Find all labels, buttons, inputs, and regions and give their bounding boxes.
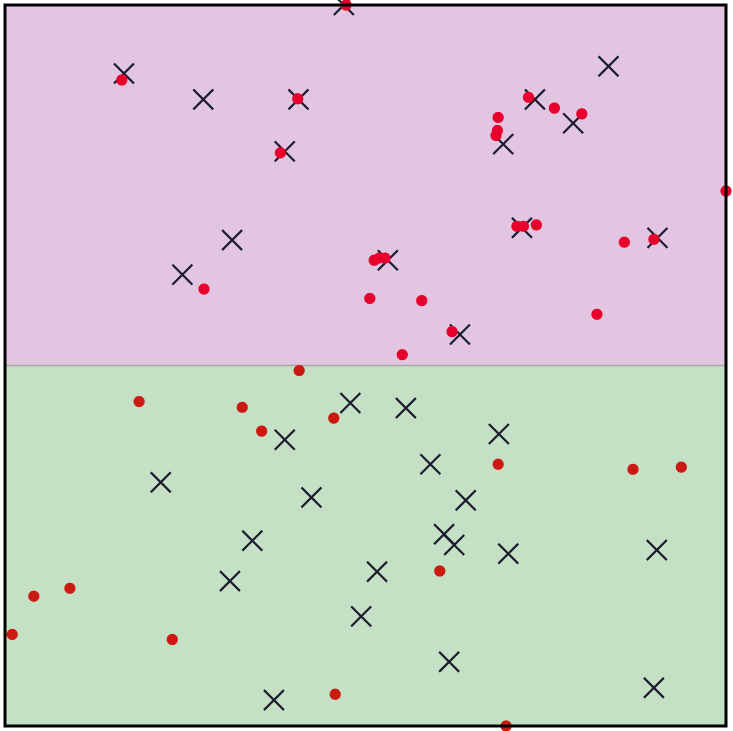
x-marker-point	[419, 453, 442, 476]
dot-marker-point	[492, 458, 504, 470]
dot-marker-point	[548, 102, 561, 114]
dot-marker-point	[490, 129, 502, 142]
x-marker-point	[454, 489, 477, 512]
dot-marker-point	[236, 401, 248, 413]
dot-marker-point	[274, 147, 287, 159]
dot-marker-point	[292, 93, 304, 105]
dot-marker-point	[256, 425, 268, 437]
x-marker-point	[366, 560, 388, 583]
series-2	[6, 364, 687, 731]
x-marker-point	[219, 570, 241, 592]
dot-marker-point	[627, 463, 639, 475]
dot-marker-point	[648, 233, 660, 245]
x-marker-point	[149, 471, 172, 494]
dot-marker-point	[328, 412, 340, 424]
dot-marker-point	[28, 590, 40, 602]
x-marker-point	[443, 534, 465, 556]
dot-marker-point	[576, 108, 588, 120]
dot-marker-point	[6, 628, 18, 641]
dot-marker-point	[591, 308, 603, 320]
dot-marker-point	[492, 111, 504, 124]
x-marker-point	[395, 397, 417, 419]
x-marker-point	[192, 88, 215, 111]
x-marker-point	[597, 55, 620, 78]
x-marker-point	[241, 529, 264, 552]
dot-marker-point	[530, 219, 542, 231]
dot-marker-point	[446, 326, 458, 338]
dot-marker-point	[517, 220, 529, 232]
x-marker-point	[438, 651, 460, 673]
dot-marker-point	[166, 633, 178, 646]
dot-marker-point	[133, 395, 145, 408]
x-marker-point	[263, 689, 285, 711]
region-0	[5, 5, 726, 366]
x-marker-point	[488, 423, 510, 445]
dot-marker-point	[675, 461, 687, 473]
dot-marker-point	[293, 364, 305, 377]
dot-marker-point	[329, 688, 341, 700]
x-marker-point	[497, 542, 520, 565]
plot-border	[3, 3, 728, 728]
x-marker-point	[646, 539, 668, 561]
dot-marker-point	[618, 236, 630, 248]
x-marker-point	[171, 263, 194, 286]
dot-marker-point	[198, 283, 210, 295]
x-marker-point	[643, 677, 665, 699]
x-marker-point	[221, 229, 243, 251]
dot-marker-point	[364, 292, 376, 305]
x-marker-point	[350, 605, 372, 628]
dot-marker-point	[522, 91, 535, 103]
x-marker-point	[273, 428, 296, 451]
dot-marker-point	[416, 295, 428, 307]
dot-marker-point	[379, 252, 391, 264]
dot-marker-point	[116, 74, 128, 86]
x-marker-point	[300, 486, 323, 509]
dot-marker-point	[64, 582, 76, 594]
dot-marker-point	[434, 565, 446, 577]
region-1	[5, 365, 726, 726]
x-marker-point	[339, 392, 362, 414]
dot-marker-point	[396, 349, 408, 361]
